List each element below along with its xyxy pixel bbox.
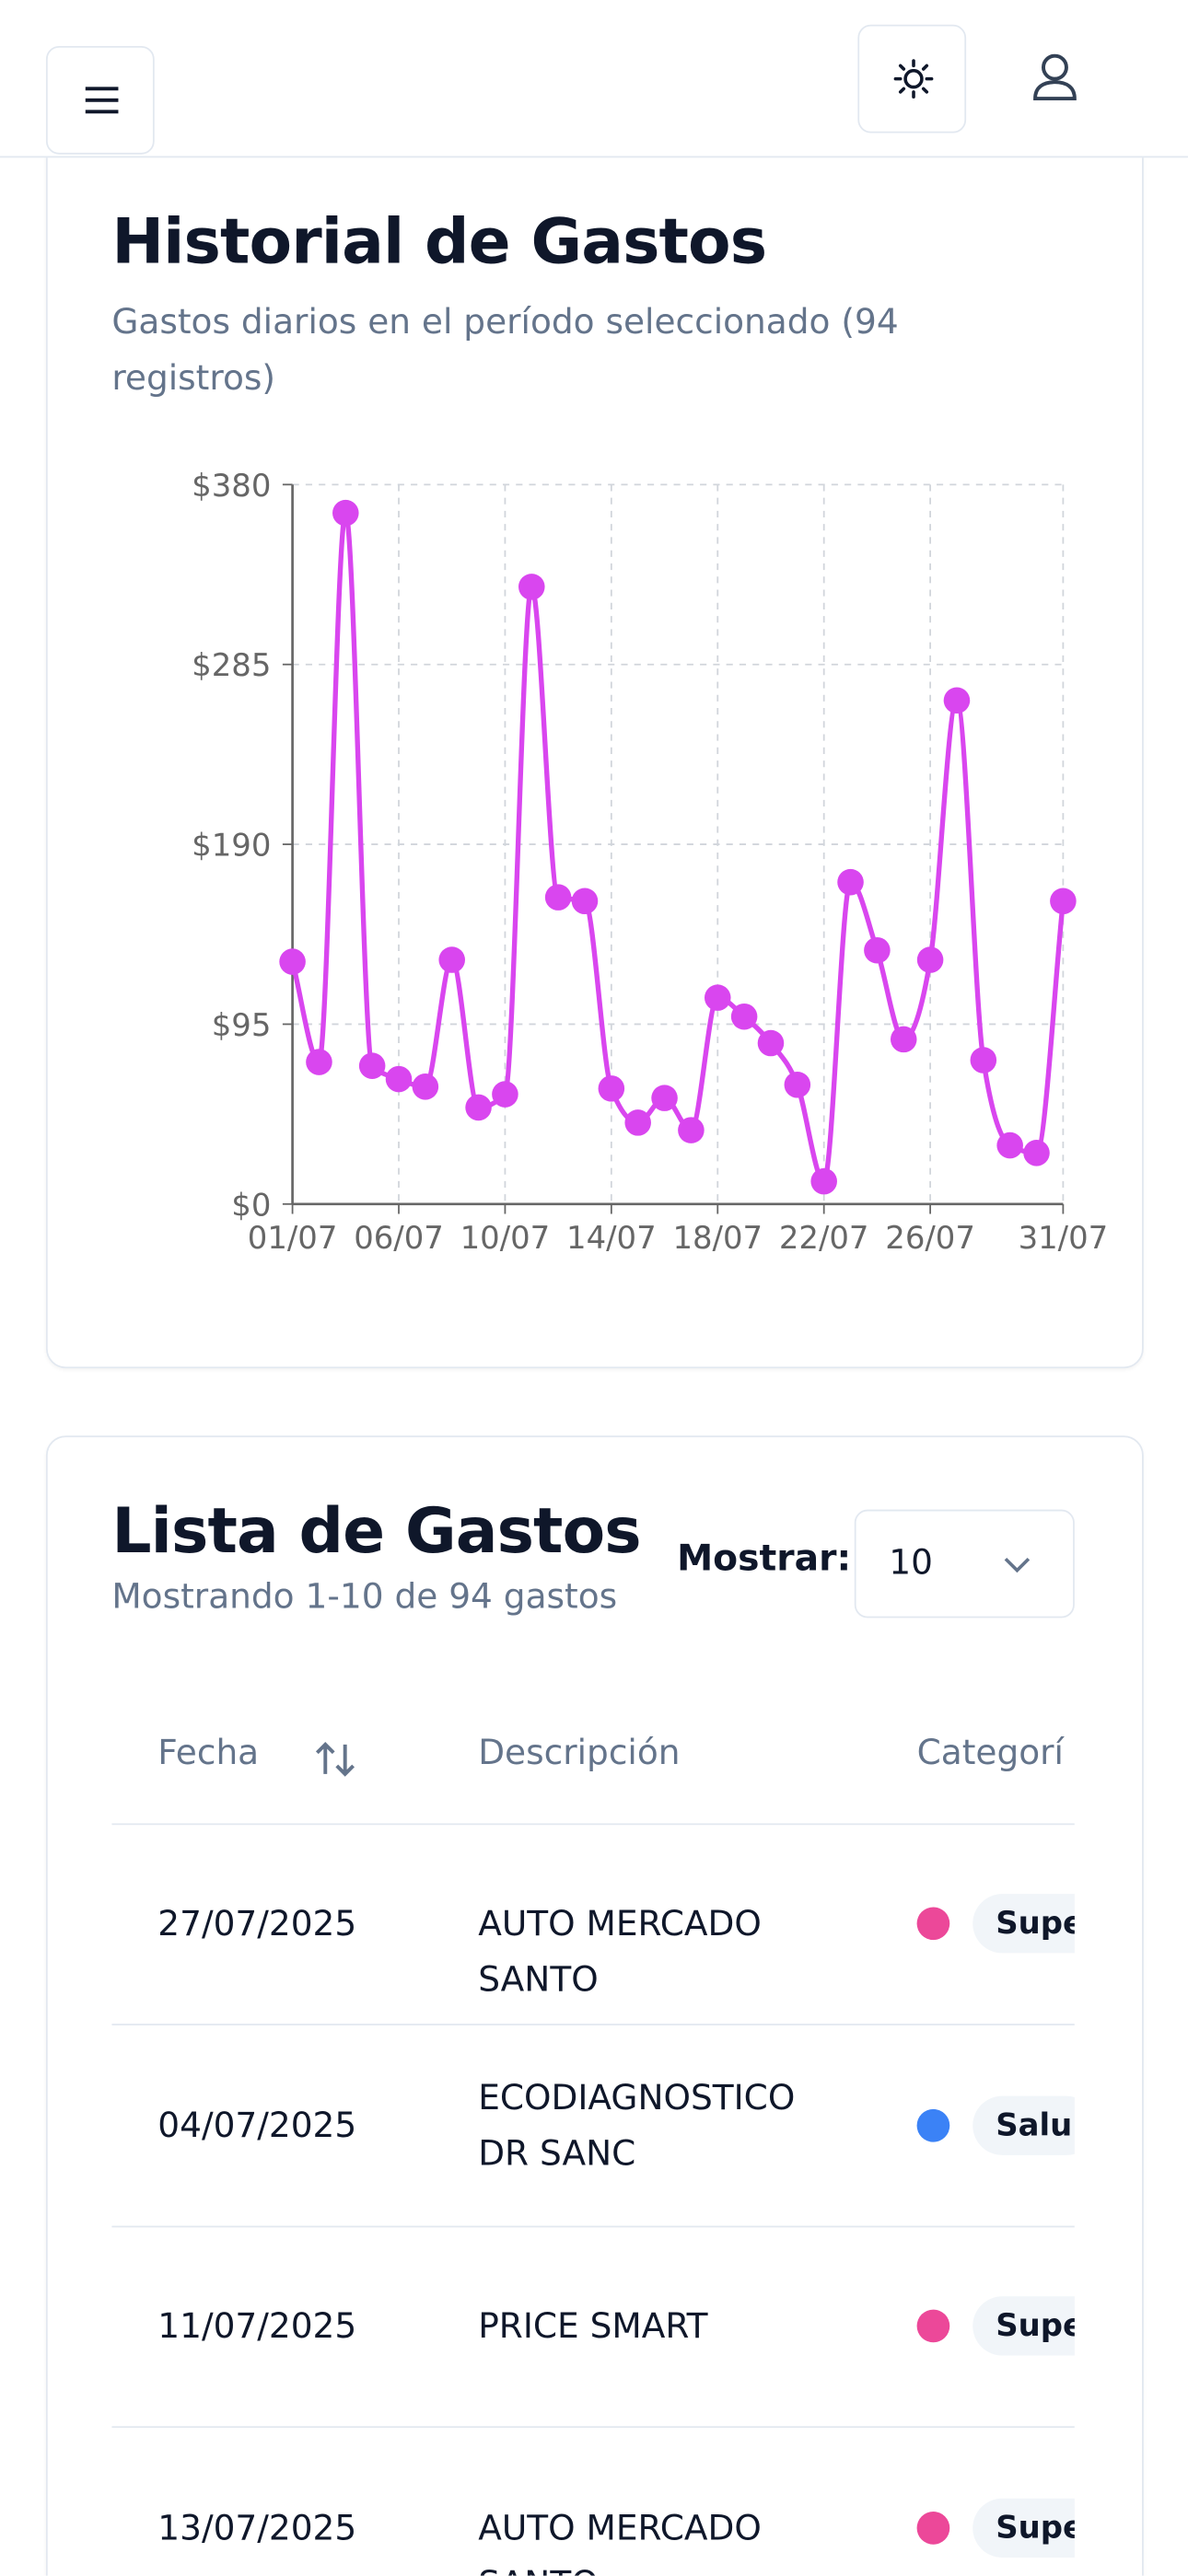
category-pill: Salu <box>973 2094 1075 2154</box>
point <box>730 1003 758 1030</box>
y-tick-label: $0 <box>231 1187 271 1223</box>
category-pill: Supe <box>973 2296 1075 2356</box>
show-label: Mostrar: <box>677 1538 852 1581</box>
list-title: Lista de Gastos <box>111 1494 641 1568</box>
point <box>970 1047 997 1073</box>
point <box>864 936 891 964</box>
point <box>784 1071 811 1098</box>
point <box>598 1075 625 1102</box>
point <box>704 984 731 1011</box>
point <box>890 1026 917 1053</box>
y-tick-label: $285 <box>192 647 271 683</box>
x-tick-label: 06/07 <box>354 1220 444 1256</box>
point <box>757 1029 785 1057</box>
category-pill: Supe <box>973 1894 1075 1954</box>
top-bar <box>0 0 1188 158</box>
menu-button[interactable] <box>45 45 155 155</box>
description-cell: ECODIAGNOSTICO DR SANC <box>478 2077 796 2173</box>
chart-title: Historial de Gastos <box>111 205 767 278</box>
page-size-value: 10 <box>889 1542 933 1583</box>
category-pill: Supe <box>973 2497 1075 2558</box>
point <box>943 687 971 714</box>
point <box>624 1109 651 1136</box>
x-tick-label: 18/07 <box>672 1220 763 1256</box>
x-tick-label: 22/07 <box>779 1220 869 1256</box>
point <box>332 499 359 527</box>
category-dot <box>916 2511 950 2544</box>
point <box>1023 1140 1050 1166</box>
divider <box>111 1823 1075 1826</box>
point <box>412 1073 439 1100</box>
point <box>492 1081 518 1108</box>
sun-icon <box>893 59 934 99</box>
y-tick-label: $380 <box>192 468 271 504</box>
line-chart: $0 $95 $190 $285 $380 01/07 06/07 10/07 14/07 18/… <box>192 468 1109 1256</box>
description-cell: PRICE SMART <box>478 2306 708 2346</box>
column-header: Categorí <box>916 1733 1064 1773</box>
x-tick-label: 10/07 <box>460 1220 551 1256</box>
menu-icon <box>85 87 119 114</box>
point <box>385 1065 413 1093</box>
point <box>996 1131 1023 1159</box>
point <box>438 946 465 973</box>
x-tick-label: 01/07 <box>248 1220 338 1256</box>
date-cell: 11/07/2025 <box>157 2306 357 2346</box>
point <box>306 1049 332 1075</box>
point <box>358 1052 386 1079</box>
category-dot <box>916 1907 950 1941</box>
point <box>651 1085 678 1111</box>
point <box>837 868 864 896</box>
description-cell: AUTO MERCADO SANTO <box>478 2507 762 2576</box>
list-card <box>45 1435 1144 2576</box>
point <box>571 888 599 915</box>
description-cell: AUTO MERCADO SANTO <box>478 1903 762 2000</box>
column-header: Descripción <box>478 1733 681 1773</box>
date-cell: 13/07/2025 <box>157 2507 357 2547</box>
list-subtitle: Mostrando 1-10 de 94 gastos <box>111 1576 618 1617</box>
y-tick-label: $95 <box>212 1007 272 1043</box>
date-cell: 27/07/2025 <box>157 1903 357 1944</box>
chevron-icon <box>1004 1557 1031 1573</box>
point <box>279 948 306 975</box>
line <box>290 510 1066 1184</box>
point <box>518 574 545 600</box>
user-button[interactable] <box>1019 41 1091 114</box>
page-size-select[interactable]: 10 <box>854 1509 1075 1619</box>
x-tick-label: 14/07 <box>566 1220 657 1256</box>
sort-icon[interactable] <box>310 1735 360 1784</box>
chart-subtitle: Gastos diarios en el período seleccionad… <box>111 302 899 398</box>
x-tick-label: 26/07 <box>885 1220 975 1256</box>
table: Fecha Descripción Categorí 27/07/2025 AUTO M… <box>111 1676 1075 2576</box>
theme-button[interactable] <box>857 24 967 133</box>
y-tick-label: $190 <box>192 828 271 864</box>
date-cell: 04/07/2025 <box>157 2105 357 2145</box>
divider <box>111 2426 1075 2429</box>
x-tick-label: 31/07 <box>1019 1220 1109 1256</box>
point <box>916 946 944 973</box>
point <box>678 1117 705 1143</box>
point <box>1050 888 1077 915</box>
divider <box>111 2224 1075 2227</box>
category-dot <box>916 2309 950 2343</box>
column-header: Fecha <box>157 1733 260 1773</box>
point <box>810 1167 837 1195</box>
divider <box>111 2024 1075 2025</box>
point <box>544 884 572 911</box>
point <box>465 1094 492 1121</box>
category-dot <box>916 2108 950 2141</box>
